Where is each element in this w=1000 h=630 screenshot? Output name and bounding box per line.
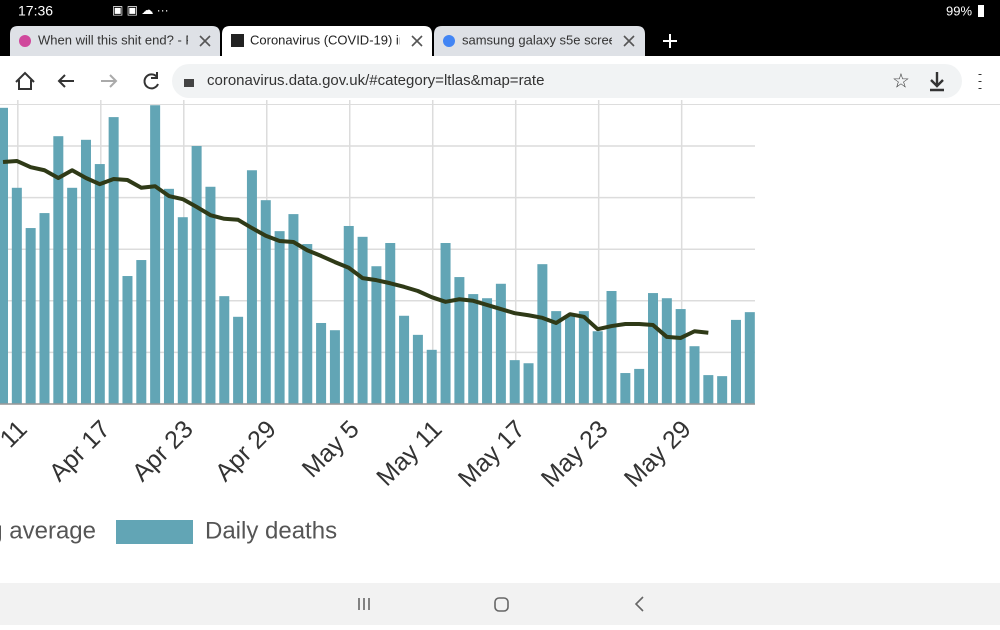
chart: 11 Apr 17 Apr 23 Apr 29 May 5 May 11 May 17 May… bbox=[0, 100, 755, 493]
bar bbox=[648, 293, 659, 404]
bar bbox=[108, 117, 119, 404]
bar bbox=[426, 349, 437, 404]
bar bbox=[205, 186, 216, 404]
bar bbox=[730, 319, 741, 404]
bar bbox=[25, 228, 36, 404]
recent-apps[interactable] bbox=[358, 598, 370, 610]
x-tick-label: May 29 bbox=[619, 415, 697, 493]
nav-bar bbox=[0, 583, 1000, 625]
bar bbox=[329, 330, 340, 404]
x-tick-label: Apr 23 bbox=[127, 415, 199, 487]
bar bbox=[620, 373, 631, 404]
bar bbox=[661, 298, 672, 404]
bar bbox=[440, 243, 451, 404]
back-nav[interactable] bbox=[634, 596, 644, 612]
favicon bbox=[19, 35, 31, 47]
tab[interactable] bbox=[434, 26, 645, 56]
battery-icon bbox=[978, 5, 984, 17]
bar bbox=[385, 243, 396, 404]
bar bbox=[0, 107, 8, 404]
tab-close[interactable] bbox=[199, 35, 635, 47]
bar bbox=[537, 264, 548, 404]
bar bbox=[689, 346, 700, 404]
bar bbox=[233, 316, 244, 404]
bar bbox=[482, 298, 493, 404]
bar bbox=[495, 283, 506, 404]
bar bbox=[122, 276, 133, 404]
bar bbox=[302, 244, 313, 404]
line bbox=[2, 158, 709, 340]
tab-active[interactable] bbox=[222, 26, 432, 56]
bar bbox=[592, 331, 603, 404]
bar bbox=[551, 311, 562, 404]
bar bbox=[246, 170, 257, 404]
bar bbox=[675, 309, 686, 404]
legend-swatch bbox=[116, 520, 193, 544]
bar bbox=[468, 294, 479, 404]
tab[interactable] bbox=[10, 26, 220, 56]
bar bbox=[53, 136, 64, 405]
url: coronavirus.data.gov.uk/#category=ltlas&… bbox=[207, 72, 544, 89]
bar bbox=[703, 375, 714, 404]
bar bbox=[412, 334, 423, 404]
legend-label: Daily deaths bbox=[205, 517, 337, 544]
lock-icon bbox=[184, 79, 194, 87]
download-button[interactable] bbox=[930, 72, 944, 92]
x-tick-label: May 11 bbox=[371, 415, 447, 491]
bar bbox=[316, 322, 327, 404]
bar bbox=[67, 187, 78, 404]
reload-button[interactable] bbox=[143, 72, 159, 90]
bar bbox=[274, 231, 285, 404]
bar bbox=[150, 105, 161, 405]
bar bbox=[11, 187, 22, 404]
bar bbox=[177, 217, 188, 404]
bar bbox=[163, 188, 174, 404]
bar bbox=[191, 146, 202, 404]
legend-label: g average bbox=[0, 517, 96, 544]
bar bbox=[523, 363, 534, 404]
new-tab[interactable] bbox=[663, 34, 677, 48]
x-tick-label: Apr 17 bbox=[44, 415, 116, 487]
battery: 99% bbox=[946, 3, 972, 18]
bar bbox=[288, 214, 299, 404]
tab-title: samsung galaxy s5e screens bbox=[462, 32, 630, 47]
forward-button[interactable] bbox=[101, 74, 118, 88]
bar bbox=[219, 296, 230, 404]
bar bbox=[260, 200, 271, 404]
favicon bbox=[231, 34, 244, 47]
bar bbox=[357, 236, 368, 404]
bar bbox=[509, 360, 520, 404]
home-button[interactable] bbox=[15, 71, 35, 90]
bar bbox=[717, 376, 728, 404]
x-tick-label: Apr 29 bbox=[210, 415, 282, 487]
tab-title: When will this shit end? - Pag bbox=[38, 32, 209, 47]
x-tick-label: 11 bbox=[0, 415, 33, 453]
bar bbox=[94, 164, 105, 404]
bar bbox=[136, 260, 147, 404]
x-tick-label: May 17 bbox=[453, 415, 531, 493]
bar bbox=[454, 277, 465, 404]
favicon bbox=[443, 35, 455, 47]
bar bbox=[39, 213, 50, 404]
bar bbox=[343, 225, 354, 404]
tab-title: Coronavirus (COVID-19) in th bbox=[250, 32, 421, 47]
back-button[interactable] bbox=[57, 74, 74, 88]
bookmark-star[interactable]: ☆ bbox=[892, 70, 910, 92]
bar bbox=[634, 368, 645, 404]
bar bbox=[80, 139, 91, 405]
url-box[interactable] bbox=[172, 64, 962, 98]
status-icons: ▣ ▣ ☁ ··· bbox=[112, 3, 169, 17]
bar bbox=[565, 315, 576, 404]
bar bbox=[371, 266, 382, 404]
bar bbox=[744, 312, 755, 404]
clock: 17:36 bbox=[18, 3, 53, 19]
toolbar-border bbox=[0, 104, 1000, 105]
bar bbox=[578, 311, 589, 404]
x-tick-label: May 5 bbox=[297, 415, 365, 483]
bar bbox=[606, 290, 617, 404]
bar bbox=[399, 315, 410, 404]
home-nav[interactable] bbox=[494, 597, 509, 612]
x-tick-label: May 23 bbox=[536, 415, 614, 493]
